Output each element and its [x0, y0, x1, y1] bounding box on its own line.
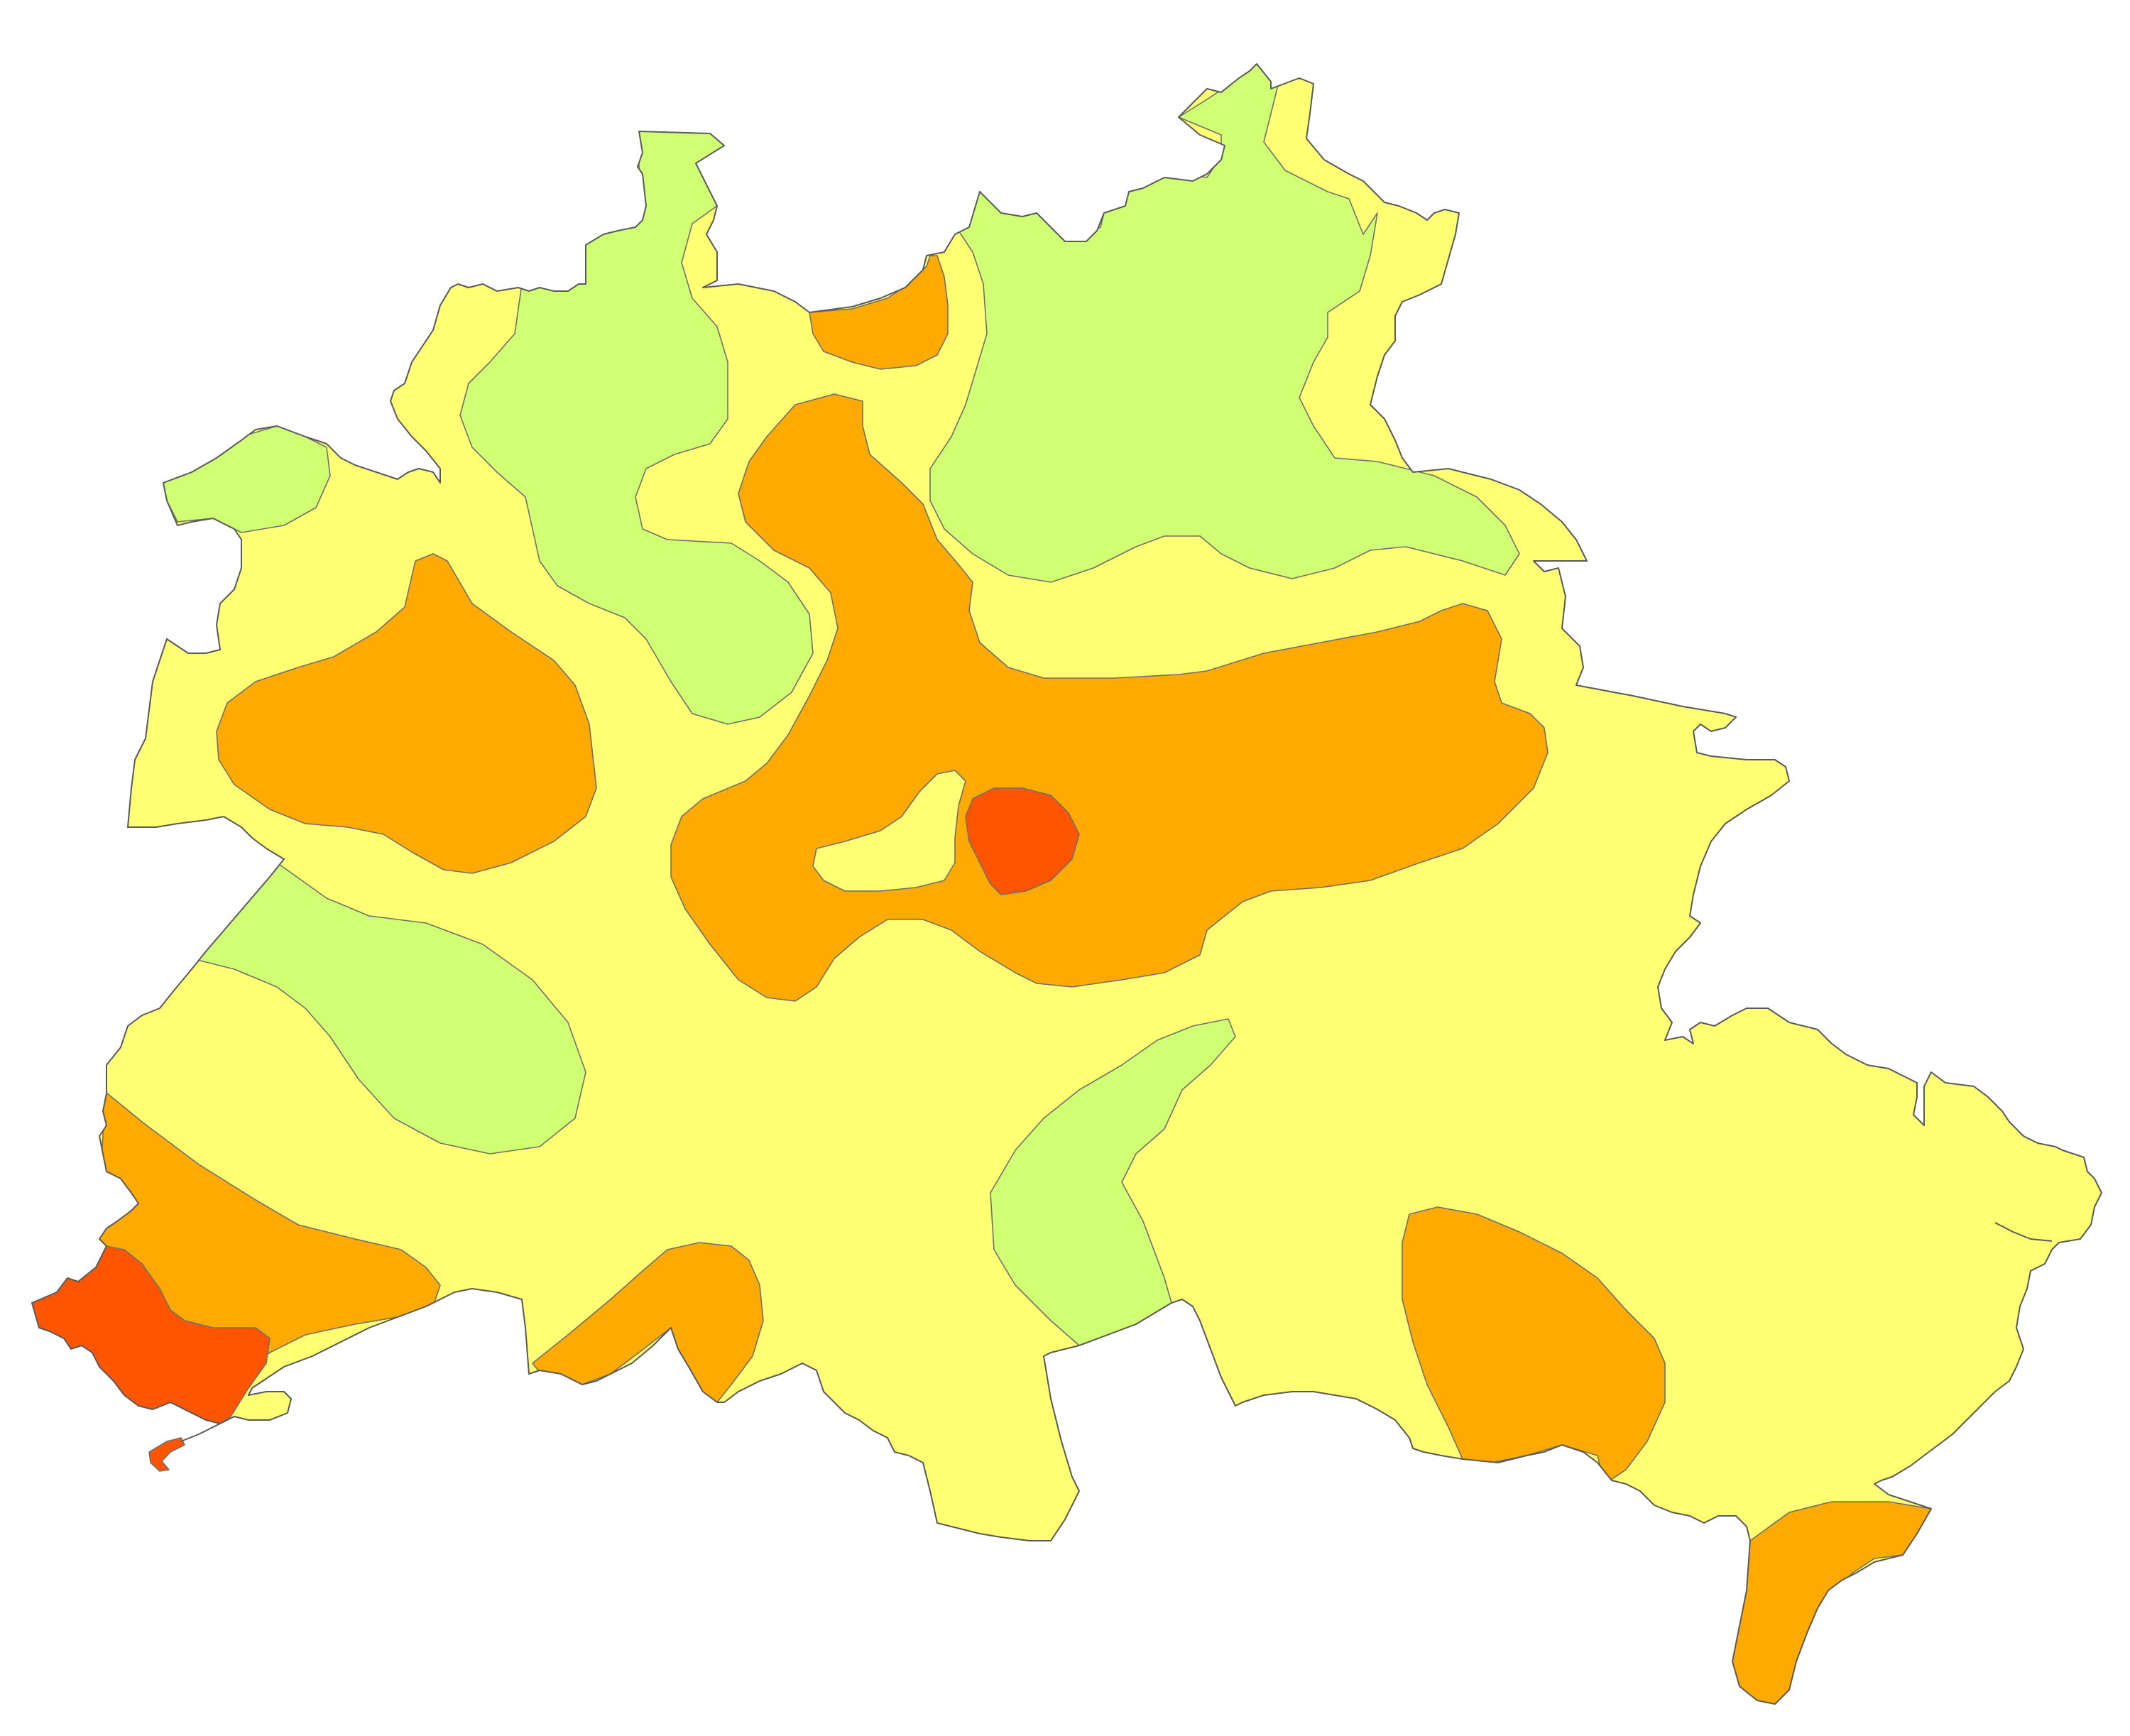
zone-green-south-west: [191, 862, 586, 1154]
zone-orange-north-small: [809, 255, 949, 370]
zone-orange-south-east: [1402, 1206, 1666, 1485]
zone-green-north-east: [929, 64, 1520, 583]
zone-orange-south-inlet: [532, 1242, 764, 1403]
zone-orange-west: [216, 553, 597, 874]
zone-green-north-west: [459, 120, 814, 725]
enclave-connector: [180, 1423, 221, 1442]
river-line-east: [1994, 1222, 2053, 1242]
zones-layer: [32, 64, 1932, 1704]
zone-orange-south-east-tail: [1732, 1501, 1932, 1704]
territory-border: [31, 63, 2102, 1705]
zone-red-central: [965, 787, 1080, 895]
enclave-south-west: [148, 1437, 185, 1472]
zone-yellow-central-island: [812, 770, 966, 892]
